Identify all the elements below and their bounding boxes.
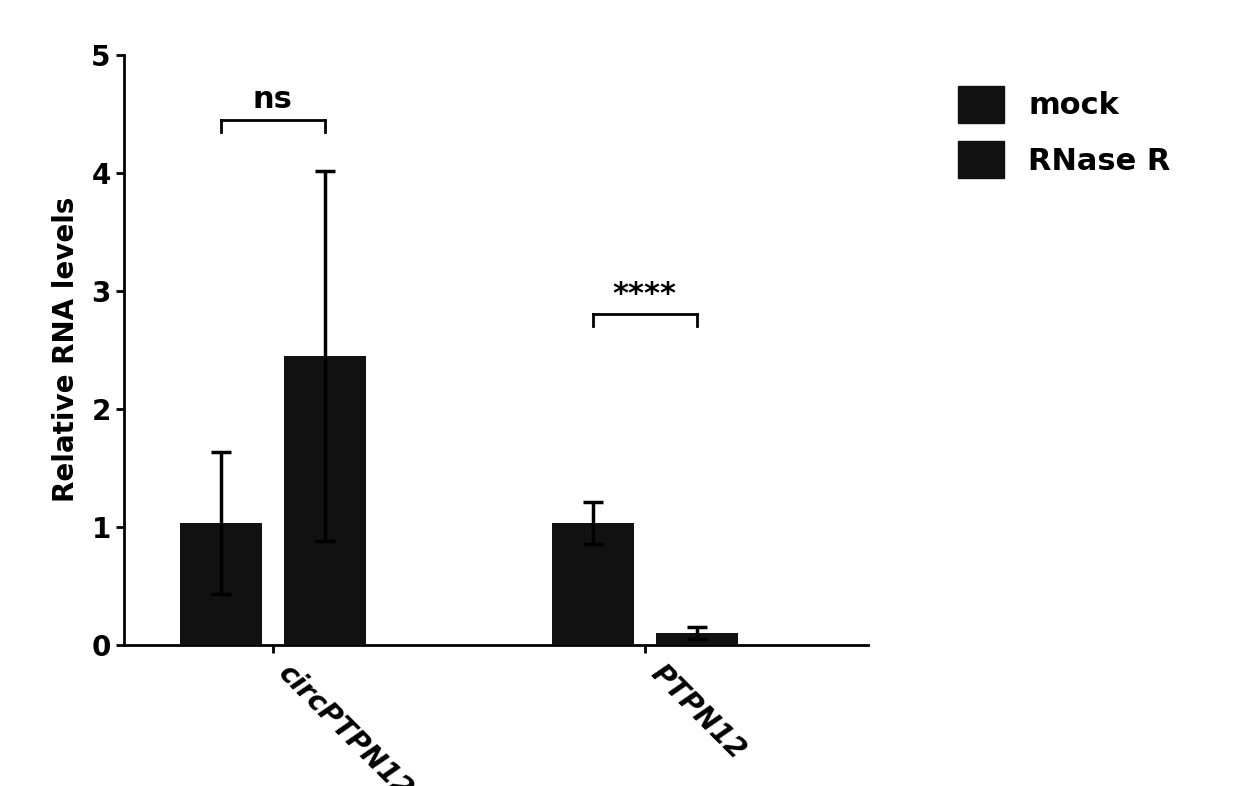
- Y-axis label: Relative RNA levels: Relative RNA levels: [52, 197, 81, 502]
- Legend: mock, RNase R: mock, RNase R: [942, 70, 1185, 193]
- Bar: [656, 633, 738, 645]
- Bar: [284, 355, 366, 645]
- Bar: [180, 523, 262, 645]
- Text: ****: ****: [613, 280, 677, 309]
- Bar: [552, 523, 634, 645]
- Text: ns: ns: [253, 85, 293, 114]
